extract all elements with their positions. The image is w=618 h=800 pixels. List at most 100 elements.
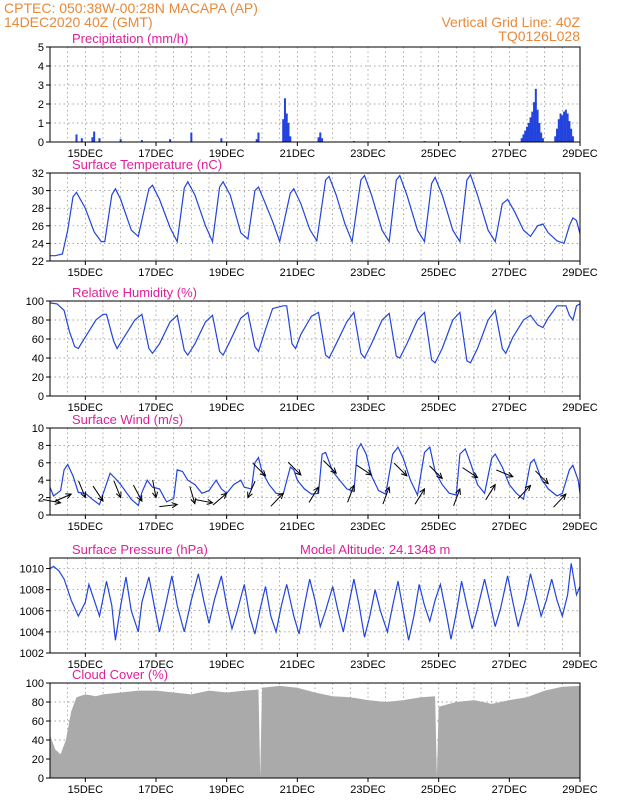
panels: Precipitation (mm/h) 0 1 2 3 4 5 15DEC 17DEC 19DE…	[20, 31, 598, 796]
x-tick-label: 19DEC	[209, 148, 245, 160]
panel-frame	[49, 46, 581, 143]
station-line: CPTEC: 050:38W-00:28N MACAPA (AP)	[4, 0, 258, 16]
x-tick-label: 23DEC	[350, 402, 386, 414]
wind-arrow-shaft	[323, 460, 337, 474]
wind-arrow-shaft	[535, 470, 549, 485]
precip-bar	[283, 98, 286, 142]
wind-arrow-head	[384, 486, 391, 494]
precip-bar	[540, 132, 543, 142]
panel-title: Cloud Cover (%)	[72, 667, 168, 682]
precip-bar	[570, 128, 573, 142]
wind-arrow-head	[419, 487, 426, 495]
y-tick-label: 10	[32, 423, 44, 435]
x-tick-label: 19DEC	[209, 402, 245, 414]
wind-arrow-head	[206, 498, 214, 505]
wind-arrow-head	[220, 492, 228, 499]
wind-arrow-shaft	[247, 480, 256, 498]
y-tick-label: 1	[38, 118, 44, 130]
precip-bar	[527, 123, 530, 142]
panel-1: Surface Temperature (nC) 22 24 26 28 30 32 15DE…	[32, 157, 598, 279]
series-line	[49, 442, 581, 507]
precip-bar	[75, 134, 78, 142]
y-tick-label: 20	[32, 754, 44, 766]
precip-bar	[169, 139, 172, 142]
wind-arrow-shaft	[414, 488, 425, 505]
x-tick-label: 25DEC	[421, 659, 457, 671]
wind-arrow-head	[115, 491, 122, 499]
x-tick-label: 21DEC	[280, 267, 316, 279]
x-tick-label: 25DEC	[421, 521, 457, 533]
wind-arrow-shaft	[347, 485, 355, 503]
precip-bar	[568, 121, 571, 142]
wind-arrow-shaft	[212, 492, 227, 506]
x-tick-label: 27DEC	[492, 659, 528, 671]
x-tick-label: 29DEC	[562, 148, 598, 160]
wind-arrow-shaft	[42, 499, 61, 504]
precip-bar	[321, 138, 324, 142]
y-tick-label: 20	[32, 372, 44, 384]
precip-bar	[520, 138, 523, 142]
precip-bar	[522, 134, 525, 142]
wind-arrow-head	[152, 491, 159, 499]
x-tick-label: 17DEC	[138, 148, 174, 160]
wind-arrow-shaft	[54, 493, 72, 502]
x-tick-label: 29DEC	[562, 784, 598, 796]
wind-arrow-head	[259, 470, 267, 477]
precip-bar	[533, 102, 536, 142]
wind-arrow-head	[330, 467, 338, 475]
panel-title: Relative Humidity (%)	[72, 285, 197, 300]
x-tick-label: 17DEC	[138, 784, 174, 796]
x-tick-label: 15DEC	[68, 148, 104, 160]
wind-arrow-shaft	[495, 469, 514, 478]
wind-arrow-head	[80, 491, 87, 499]
wind-arrow-head	[401, 470, 408, 477]
y-tick-label: 30	[32, 186, 44, 198]
wind-arrow-shaft	[453, 488, 461, 506]
panel-title: Surface Temperature (nC)	[72, 157, 222, 172]
x-tick-label: 27DEC	[492, 521, 528, 533]
y-tick-label: 6	[38, 458, 44, 470]
wind-arrow-shaft	[382, 486, 390, 505]
wind-arrow-head	[560, 493, 567, 500]
run-code: TQ0126L028	[498, 28, 580, 44]
precip-bar	[289, 136, 292, 142]
precip-bar	[559, 113, 562, 142]
date-line: 14DEC2020 40Z (GMT)	[4, 14, 153, 30]
y-tick-label: 4	[38, 61, 44, 73]
wind-arrow-shaft	[356, 464, 372, 476]
x-tick-label: 19DEC	[209, 267, 245, 279]
wind-arrow-head	[65, 493, 73, 500]
x-tick-label: 15DEC	[68, 659, 104, 671]
x-tick-label: 15DEC	[68, 784, 104, 796]
x-tick-label: 17DEC	[138, 659, 174, 671]
precip-bar	[257, 132, 260, 142]
x-tick-label: 21DEC	[280, 521, 316, 533]
precip-bar	[534, 88, 537, 142]
y-tick-label: 1002	[20, 648, 44, 660]
x-tick-label: 23DEC	[350, 267, 386, 279]
wind-arrow-head	[136, 495, 143, 503]
y-tick-label: 0	[38, 510, 44, 522]
x-tick-label: 17DEC	[138, 521, 174, 533]
x-tick-label: 25DEC	[421, 784, 457, 796]
wind-arrow-head	[542, 477, 550, 485]
precip-bar	[571, 136, 574, 142]
precip-bar	[220, 138, 223, 142]
wind-arrow-head	[471, 472, 479, 479]
x-tick-label: 19DEC	[209, 521, 245, 533]
y-tick-label: 0	[38, 137, 44, 149]
wind-arrow-shaft	[92, 485, 104, 502]
wind-arrow-head	[455, 487, 461, 495]
wind-arrow-shaft	[133, 484, 143, 502]
wind-arrow-head	[171, 502, 179, 509]
precip-bar	[93, 131, 96, 142]
y-tick-label: 40	[32, 353, 44, 365]
precip-bar	[536, 109, 539, 142]
series-line	[49, 563, 581, 641]
wind-arrow-shaft	[462, 467, 478, 479]
series-line	[50, 173, 581, 257]
grid-line-label: Vertical Grid Line: 40Z	[441, 14, 580, 30]
x-tick-label: 29DEC	[562, 267, 598, 279]
x-tick-label: 29DEC	[562, 521, 598, 533]
precip-bar	[190, 132, 193, 142]
